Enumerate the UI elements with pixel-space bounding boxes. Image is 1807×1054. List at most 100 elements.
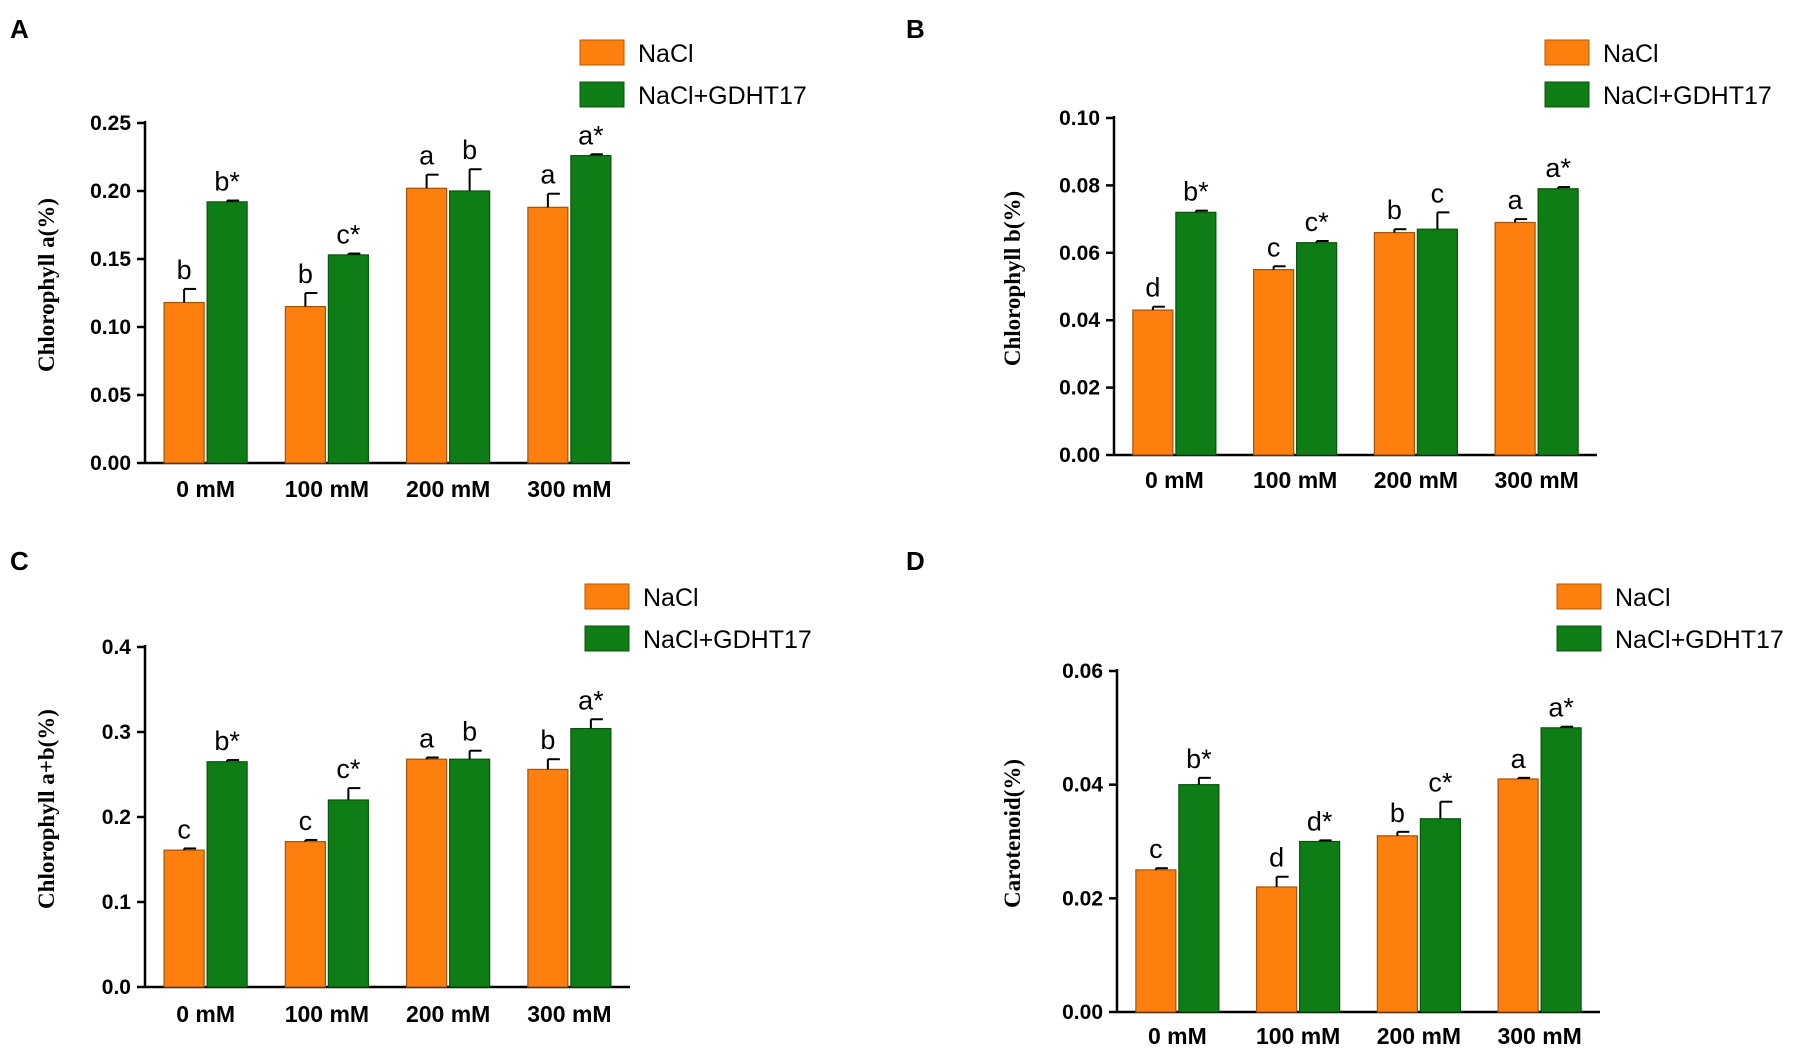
significance-label: c — [177, 814, 191, 844]
significance-label: a* — [578, 120, 604, 150]
bar-nacl-gdht17 — [1296, 242, 1338, 456]
significance-label: c — [299, 806, 313, 836]
y-tick-label: 0.00 — [1059, 444, 1100, 467]
bar-nacl — [1256, 886, 1298, 1013]
x-category-label: 0 mM — [1145, 467, 1204, 493]
chart-panel-d: D NaCl NaCl+GDHT17 Carotenoid(%) 0.00 0.02 0.0… — [906, 546, 1784, 1049]
legend-swatch-gdht17 — [579, 81, 625, 108]
x-category-label: 100 mM — [1253, 467, 1337, 493]
significance-label: b* — [1186, 744, 1212, 774]
chart-panel-a: A NaCl NaCl+GDHT17 Chlorophyll a(%) 0.00 0.05… — [10, 14, 807, 502]
x-category-label: 200 mM — [406, 1001, 490, 1027]
x-category-label: 0 mM — [176, 476, 235, 502]
y-tick-label: 0.0 — [102, 976, 131, 999]
legend-label-gdht17: NaCl+GDHT17 — [643, 626, 812, 654]
legend-swatch-nacl — [579, 39, 625, 66]
bar-nacl-gdht17 — [570, 155, 612, 464]
panel-letter: A — [10, 14, 29, 44]
y-tick-label: 0.10 — [1059, 107, 1100, 130]
bar-nacl — [284, 841, 326, 988]
bar-nacl — [1132, 309, 1174, 456]
legend-swatch-nacl — [584, 583, 630, 610]
significance-label: c* — [336, 220, 361, 250]
legend-label-nacl: NaCl — [1603, 40, 1659, 68]
x-category-label: 0 mM — [1148, 1023, 1207, 1049]
legend-label-nacl: NaCl — [638, 40, 694, 68]
bar-nacl — [527, 768, 569, 988]
legend-label-gdht17: NaCl+GDHT17 — [638, 82, 807, 110]
y-tick-label: 0.3 — [102, 721, 131, 744]
chart-panel-b: B NaCl NaCl+GDHT17 Chlorophyll b(%) 0.00 0.02… — [906, 14, 1772, 493]
significance-label: c — [1149, 834, 1163, 864]
legend-label-nacl: NaCl — [643, 584, 699, 612]
legend-label-gdht17: NaCl+GDHT17 — [1615, 626, 1784, 654]
legend-swatch-nacl — [1544, 39, 1590, 66]
bar-nacl — [1253, 269, 1295, 456]
significance-label: d — [1269, 843, 1284, 873]
bar-nacl — [527, 206, 569, 464]
y-tick-label: 0.4 — [102, 636, 132, 659]
significance-label: a — [419, 141, 435, 171]
significance-label: c — [1267, 232, 1281, 262]
bar-nacl — [163, 301, 205, 464]
bar-nacl-gdht17 — [327, 799, 369, 988]
significance-label: c — [1431, 178, 1445, 208]
significance-label: b — [1387, 195, 1402, 225]
legend-swatch-nacl — [1556, 583, 1602, 610]
bar-nacl-gdht17 — [327, 254, 369, 464]
x-category-label: 300 mM — [1497, 1023, 1581, 1049]
significance-label: b* — [214, 726, 240, 756]
bar-nacl-gdht17 — [206, 201, 248, 464]
y-tick-label: 0.06 — [1062, 660, 1103, 683]
significance-label: d* — [1307, 806, 1333, 836]
y-tick-label: 0.00 — [90, 452, 131, 475]
x-category-label: 100 mM — [285, 1001, 369, 1027]
legend-swatch-gdht17 — [584, 625, 630, 652]
significance-label: b — [462, 717, 477, 747]
x-category-label: 300 mM — [527, 476, 611, 502]
y-tick-label: 0.10 — [90, 316, 131, 339]
significance-label: b* — [1183, 177, 1209, 207]
significance-label: a — [1508, 185, 1524, 215]
bar-nacl-gdht17 — [1178, 784, 1220, 1013]
y-tick-label: 0.00 — [1062, 1001, 1103, 1024]
significance-label: c* — [336, 754, 361, 784]
y-tick-label: 0.20 — [90, 180, 131, 203]
legend: NaCl NaCl+GDHT17 — [1544, 39, 1772, 110]
y-axis-title: Carotenoid(%) — [1000, 759, 1025, 908]
bar-nacl — [163, 849, 205, 988]
bar-nacl — [406, 187, 448, 464]
y-tick-label: 0.02 — [1059, 377, 1100, 400]
bar-nacl-gdht17 — [1299, 840, 1341, 1013]
y-tick-label: 0.1 — [102, 891, 132, 914]
x-category-label: 300 mM — [1494, 467, 1578, 493]
y-tick-label: 0.04 — [1062, 774, 1103, 797]
significance-label: a* — [1548, 693, 1574, 723]
legend: NaCl NaCl+GDHT17 — [1556, 583, 1784, 654]
bar-nacl — [1376, 835, 1418, 1013]
bar-nacl — [1497, 778, 1539, 1013]
significance-label: a — [419, 724, 435, 754]
bar-nacl — [1135, 869, 1177, 1013]
x-category-label: 300 mM — [527, 1001, 611, 1027]
significance-label: b — [298, 259, 313, 289]
bar-nacl-gdht17 — [206, 761, 248, 988]
bar-nacl-gdht17 — [1537, 188, 1579, 456]
legend-swatch-gdht17 — [1544, 81, 1590, 108]
bar-nacl-gdht17 — [1416, 228, 1458, 456]
y-tick-label: 0.04 — [1059, 309, 1100, 332]
y-tick-label: 0.05 — [90, 384, 131, 407]
significance-label: b* — [214, 167, 240, 197]
bar-nacl — [284, 306, 326, 464]
bar-nacl-gdht17 — [449, 190, 491, 464]
chart-panel-c: C NaCl NaCl+GDHT17 Chlorophyll a+b(%) 0.0 0.1… — [10, 546, 812, 1027]
y-tick-label: 0.02 — [1062, 887, 1103, 910]
legend-label-gdht17: NaCl+GDHT17 — [1603, 82, 1772, 110]
y-axis-title: Chlorophyll b(%) — [1000, 191, 1025, 366]
significance-label: c* — [1305, 207, 1330, 237]
y-tick-label: 0.25 — [90, 112, 131, 135]
legend: NaCl NaCl+GDHT17 — [584, 583, 812, 654]
panel-letter: B — [906, 14, 925, 44]
significance-label: b — [540, 725, 555, 755]
significance-label: b — [177, 255, 192, 285]
